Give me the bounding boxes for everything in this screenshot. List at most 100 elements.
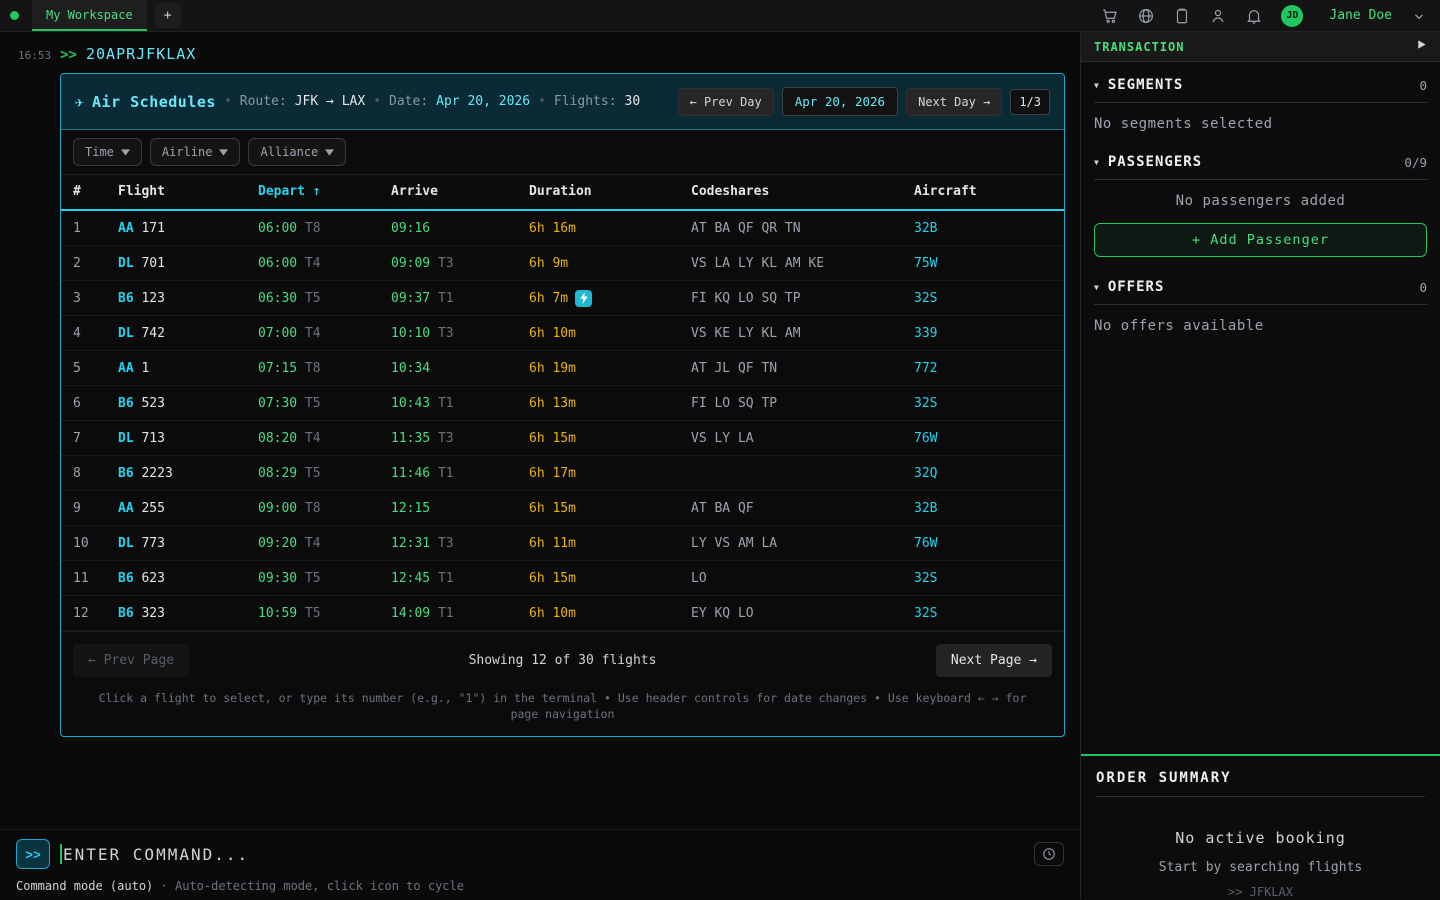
flight-row[interactable]: 1AA 17106:00 T809:166h 16mAT BA QF QR TN… xyxy=(61,211,1064,246)
user-name: Jane Doe xyxy=(1329,8,1392,23)
panel-header: ✈ Air Schedules • Route: JFK → LAX • Dat… xyxy=(61,74,1064,130)
aircraft-cell: 339 xyxy=(914,326,1064,341)
duration-cell: 6h 9m xyxy=(529,256,691,271)
codeshares-cell: VS KE LY KL AM xyxy=(691,326,914,341)
avatar[interactable]: JD xyxy=(1281,5,1303,27)
arrive-cell: 10:43 T1 xyxy=(391,396,529,411)
filter-label: Time xyxy=(85,145,114,159)
codeshares-cell: AT BA QF xyxy=(691,501,914,516)
clock-icon xyxy=(1042,847,1056,861)
duration-cell: 6h 10m xyxy=(529,326,691,341)
flight-code: DL 742 xyxy=(118,326,258,341)
aircraft-cell: 772 xyxy=(914,361,1064,376)
flight-row[interactable]: 4DL 74207:00 T410:10 T36h 10mVS KE LY KL… xyxy=(61,316,1064,351)
bell-icon[interactable] xyxy=(1245,7,1263,25)
row-number: 2 xyxy=(61,256,118,271)
offers-section-header[interactable]: ▼ OFFERS 0 xyxy=(1094,279,1427,295)
passengers-section-header[interactable]: ▼ PASSENGERS 0/9 xyxy=(1094,154,1427,170)
aircraft-cell: 32S xyxy=(914,291,1064,306)
codeshares-cell: VS LY LA xyxy=(691,431,914,446)
duration-cell: 6h 19m xyxy=(529,361,691,376)
row-number: 10 xyxy=(61,536,118,551)
row-number: 5 xyxy=(61,361,118,376)
separator-dot: • xyxy=(538,94,546,109)
next-page-button[interactable]: Next Page → xyxy=(936,644,1052,677)
workspace-tab-label: My Workspace xyxy=(46,8,133,22)
command-input[interactable] xyxy=(63,845,1034,864)
flight-row[interactable]: 8B6 222308:29 T511:46 T16h 17m32Q xyxy=(61,456,1064,491)
col-depart-label: Depart xyxy=(258,184,305,199)
col-codeshares[interactable]: Codeshares xyxy=(691,184,914,199)
main-area: 16:53 >> 20APRJFKLAX ✈ Air Schedules • R… xyxy=(0,32,1080,899)
duration-cell: 6h 16m xyxy=(529,221,691,236)
plane-icon: ✈ xyxy=(75,93,84,111)
prev-day-button[interactable]: ← Prev Day xyxy=(678,88,774,116)
flight-row[interactable]: 12B6 32310:59 T514:09 T16h 10mEY KQ LO32… xyxy=(61,596,1064,631)
segments-empty-text: No segments selected xyxy=(1094,103,1427,132)
flight-row[interactable]: 9AA 25509:00 T812:156h 15mAT BA QF32B xyxy=(61,491,1064,526)
col-number[interactable]: # xyxy=(61,184,118,199)
command-mode-button[interactable]: >> xyxy=(16,839,50,869)
col-depart[interactable]: Depart ↑ xyxy=(258,184,391,199)
arrive-cell: 09:09 T3 xyxy=(391,256,529,271)
col-flight[interactable]: Flight xyxy=(118,184,258,199)
flight-row[interactable]: 11B6 62309:30 T512:45 T16h 15mLO32S xyxy=(61,561,1064,596)
codeshares-cell: AT BA QF QR TN xyxy=(691,221,914,236)
duration-cell: 6h 15m xyxy=(529,571,691,586)
depart-cell: 06:00 T8 xyxy=(258,221,391,236)
col-aircraft[interactable]: Aircraft xyxy=(914,184,1064,199)
play-icon[interactable] xyxy=(1416,39,1427,54)
filter-label: Airline xyxy=(162,145,213,159)
filter-airline[interactable]: Airline xyxy=(150,138,241,166)
aircraft-cell: 32Q xyxy=(914,466,1064,481)
col-arrive[interactable]: Arrive xyxy=(391,184,529,199)
person-icon[interactable] xyxy=(1209,7,1227,25)
page-badge: 1/3 xyxy=(1010,89,1050,115)
col-duration[interactable]: Duration xyxy=(529,184,691,199)
mode-hint: Auto-detecting mode, click icon to cycle xyxy=(175,879,464,893)
flight-row[interactable]: 7DL 71308:20 T411:35 T36h 15mVS LY LA76W xyxy=(61,421,1064,456)
next-day-button[interactable]: Next Day → xyxy=(906,88,1002,116)
panel-title: Air Schedules xyxy=(92,93,216,111)
filter-time[interactable]: Time xyxy=(73,138,142,166)
command-bar: >> Command mode (auto) · Auto-detecting … xyxy=(0,829,1080,899)
row-number: 9 xyxy=(61,501,118,516)
flights-label: Flights: xyxy=(554,94,617,109)
filter-alliance[interactable]: Alliance xyxy=(248,138,346,166)
row-number: 6 xyxy=(61,396,118,411)
history-clock-button[interactable] xyxy=(1034,842,1064,866)
segments-section-header[interactable]: ▼ SEGMENTS 0 xyxy=(1094,77,1427,93)
separator-dot: • xyxy=(373,94,381,109)
flight-row[interactable]: 6B6 52307:30 T510:43 T16h 13mFI LO SQ TP… xyxy=(61,386,1064,421)
express-bolt-icon xyxy=(575,290,592,307)
flight-row[interactable]: 2DL 70106:00 T409:09 T36h 9mVS LA LY KL … xyxy=(61,246,1064,281)
flight-row[interactable]: 5AA 107:15 T810:346h 19mAT JL QF TN772 xyxy=(61,351,1064,386)
flight-code: B6 2223 xyxy=(118,466,258,481)
workspace-tab[interactable]: My Workspace xyxy=(32,0,147,31)
date-box[interactable]: Apr 20, 2026 xyxy=(782,87,898,116)
row-number: 3 xyxy=(61,291,118,306)
history-prompt: >> xyxy=(60,47,77,63)
arrive-cell: 12:15 xyxy=(391,501,529,516)
globe-icon[interactable] xyxy=(1137,7,1155,25)
section-divider xyxy=(1096,796,1425,797)
filter-bar: Time Airline Alliance xyxy=(61,130,1064,175)
aircraft-cell: 32S xyxy=(914,571,1064,586)
collapse-triangle-icon: ▼ xyxy=(1094,81,1099,90)
clipboard-icon[interactable] xyxy=(1173,7,1191,25)
flight-row[interactable]: 3B6 12306:30 T509:37 T16h 7mFI KQ LO SQ … xyxy=(61,281,1064,316)
status-dot xyxy=(10,11,19,20)
cart-icon[interactable] xyxy=(1101,7,1119,25)
order-summary-command: >> JFKLAX xyxy=(1096,885,1425,899)
prev-page-button[interactable]: ← Prev Page xyxy=(73,644,189,677)
offers-section: ▼ OFFERS 0 No offers available xyxy=(1094,279,1427,334)
new-tab-button[interactable]: + xyxy=(155,3,181,28)
depart-cell: 06:00 T4 xyxy=(258,256,391,271)
depart-cell: 07:30 T5 xyxy=(258,396,391,411)
add-passenger-button[interactable]: + Add Passenger xyxy=(1094,223,1427,257)
flight-row[interactable]: 10DL 77309:20 T412:31 T36h 11mLY VS AM L… xyxy=(61,526,1064,561)
row-number: 8 xyxy=(61,466,118,481)
offers-count: 0 xyxy=(1419,280,1427,295)
chevron-down-icon[interactable] xyxy=(1412,9,1426,23)
passengers-section: ▼ PASSENGERS 0/9 No passengers added + A… xyxy=(1094,154,1427,257)
